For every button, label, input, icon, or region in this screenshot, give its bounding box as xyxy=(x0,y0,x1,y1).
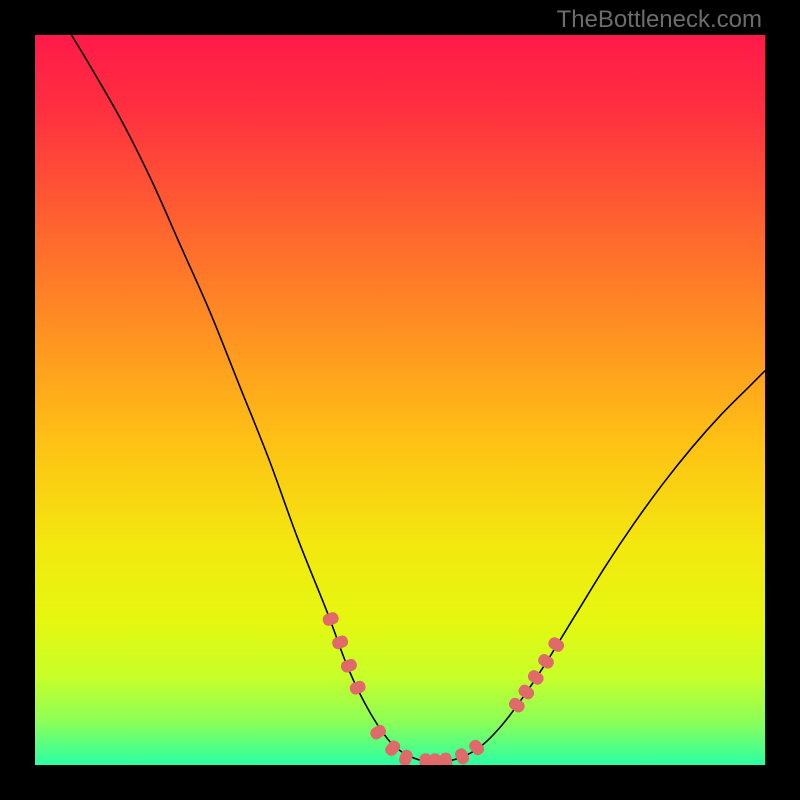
gradient-background xyxy=(35,35,765,765)
watermark-text: TheBottleneck.com xyxy=(557,6,762,34)
chart-svg xyxy=(35,35,765,765)
curve-marker xyxy=(430,754,441,765)
plot-area xyxy=(35,35,765,765)
